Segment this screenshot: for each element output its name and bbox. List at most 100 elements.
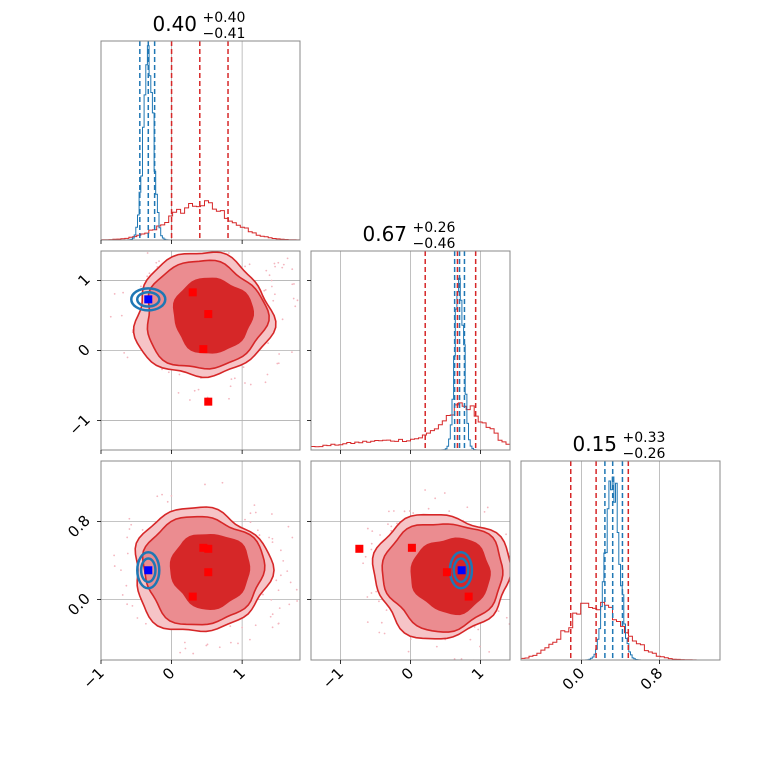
scatter-point bbox=[256, 529, 259, 532]
scatter-point bbox=[390, 529, 393, 532]
scatter-point bbox=[221, 481, 224, 484]
marker-blue bbox=[144, 566, 153, 575]
scatter-point bbox=[206, 643, 209, 646]
scatter-point bbox=[276, 362, 279, 365]
x-tick-label: 0.8 bbox=[637, 664, 667, 694]
scatter-point bbox=[271, 513, 273, 515]
scatter-point bbox=[179, 651, 182, 654]
scatter-point bbox=[515, 538, 517, 540]
scatter-point bbox=[267, 342, 270, 345]
scatter-point bbox=[308, 308, 310, 310]
scatter-point bbox=[148, 272, 151, 275]
scatter-point bbox=[466, 506, 469, 509]
scatter-point bbox=[385, 609, 388, 612]
scatter-point bbox=[453, 658, 456, 660]
scatter-point bbox=[371, 530, 374, 533]
marker-red bbox=[355, 544, 364, 553]
scatter-point bbox=[269, 615, 272, 618]
scatter-point bbox=[512, 582, 514, 584]
scatter-point bbox=[158, 260, 160, 263]
scatter-point bbox=[532, 609, 534, 611]
scatter-point bbox=[179, 230, 181, 232]
scatter-point bbox=[538, 556, 540, 558]
scatter-point bbox=[287, 525, 290, 528]
scatter-point bbox=[282, 559, 285, 562]
scatter-point bbox=[249, 383, 252, 386]
scatter-point bbox=[479, 645, 481, 648]
marker-red bbox=[199, 345, 208, 354]
scatter-point bbox=[140, 285, 142, 288]
scatter-point bbox=[443, 492, 446, 494]
x-tick-label: 1 bbox=[468, 664, 487, 683]
scatter-point bbox=[505, 616, 508, 619]
scatter-point bbox=[379, 534, 381, 536]
marker-red bbox=[204, 568, 213, 577]
scatter-point bbox=[271, 613, 274, 616]
scatter-point bbox=[205, 644, 208, 647]
scatter-point bbox=[483, 510, 486, 513]
scatter-point bbox=[378, 631, 381, 634]
scatter-point bbox=[291, 536, 294, 539]
scatter-point bbox=[184, 647, 187, 650]
scatter-point bbox=[270, 598, 273, 601]
scatter-point bbox=[136, 617, 139, 619]
scatter-point bbox=[122, 291, 124, 294]
scatter-point bbox=[486, 506, 489, 509]
scatter-point bbox=[126, 603, 129, 606]
scatter-point bbox=[229, 641, 232, 644]
scatter-point bbox=[366, 621, 369, 624]
scatter-point bbox=[286, 257, 289, 260]
scatter-point bbox=[266, 373, 269, 376]
scatter-point bbox=[176, 235, 178, 237]
scatter-point bbox=[156, 265, 159, 268]
y-tick-label: −1 bbox=[65, 411, 93, 439]
2d-panel-panel_2_0 bbox=[97, 460, 301, 664]
scatter-point bbox=[291, 351, 293, 354]
scatter-point bbox=[277, 362, 280, 365]
scatter-point bbox=[248, 263, 251, 266]
scatter-point bbox=[186, 237, 188, 239]
scatter-point bbox=[514, 544, 516, 546]
histogram-panel-2: 0.15 +0.33−0.26 bbox=[520, 430, 721, 664]
scatter-point bbox=[271, 541, 274, 544]
contour-blue-inner bbox=[452, 557, 470, 584]
scatter-point bbox=[539, 572, 541, 574]
scatter-point bbox=[126, 536, 129, 539]
scatter-point bbox=[231, 249, 233, 251]
scatter-point bbox=[296, 600, 298, 602]
scatter-point bbox=[407, 650, 410, 653]
scatter-point bbox=[130, 523, 133, 526]
scatter-point bbox=[229, 385, 232, 388]
scatter-point bbox=[170, 495, 173, 497]
scatter-point bbox=[167, 371, 170, 374]
contour-blue-inner bbox=[135, 290, 161, 308]
scatter-point bbox=[460, 658, 463, 660]
scatter-point bbox=[281, 318, 284, 321]
y-tick-label: 0 bbox=[74, 341, 93, 360]
scatter-point bbox=[533, 613, 535, 615]
scatter-point bbox=[204, 483, 206, 486]
scatter-point bbox=[514, 533, 516, 535]
contour-blue-outer bbox=[130, 287, 167, 312]
scatter-point bbox=[277, 261, 280, 264]
contour-blue-inner bbox=[139, 557, 157, 584]
scatter-point bbox=[412, 512, 415, 514]
scatter-point bbox=[244, 518, 246, 521]
scatter-point bbox=[262, 593, 264, 596]
scatter-point bbox=[161, 493, 163, 496]
x-tick-label: 0.0 bbox=[559, 664, 589, 694]
scatter-point bbox=[249, 521, 252, 524]
contour-red-inner bbox=[172, 277, 254, 354]
scatter-point bbox=[291, 283, 294, 286]
scatter-point bbox=[427, 507, 430, 510]
scatter-point bbox=[155, 261, 158, 264]
scatter-point bbox=[144, 622, 147, 625]
scatter-point bbox=[268, 274, 271, 277]
scatter-point bbox=[271, 537, 274, 540]
y-tick-label: 1 bbox=[74, 271, 93, 290]
panel-title-2: 0.15 bbox=[573, 432, 618, 456]
scatter-point bbox=[249, 512, 252, 515]
scatter-point bbox=[196, 248, 198, 250]
histogram-panel-0: 0.40 +0.40−0.41 bbox=[100, 10, 301, 244]
